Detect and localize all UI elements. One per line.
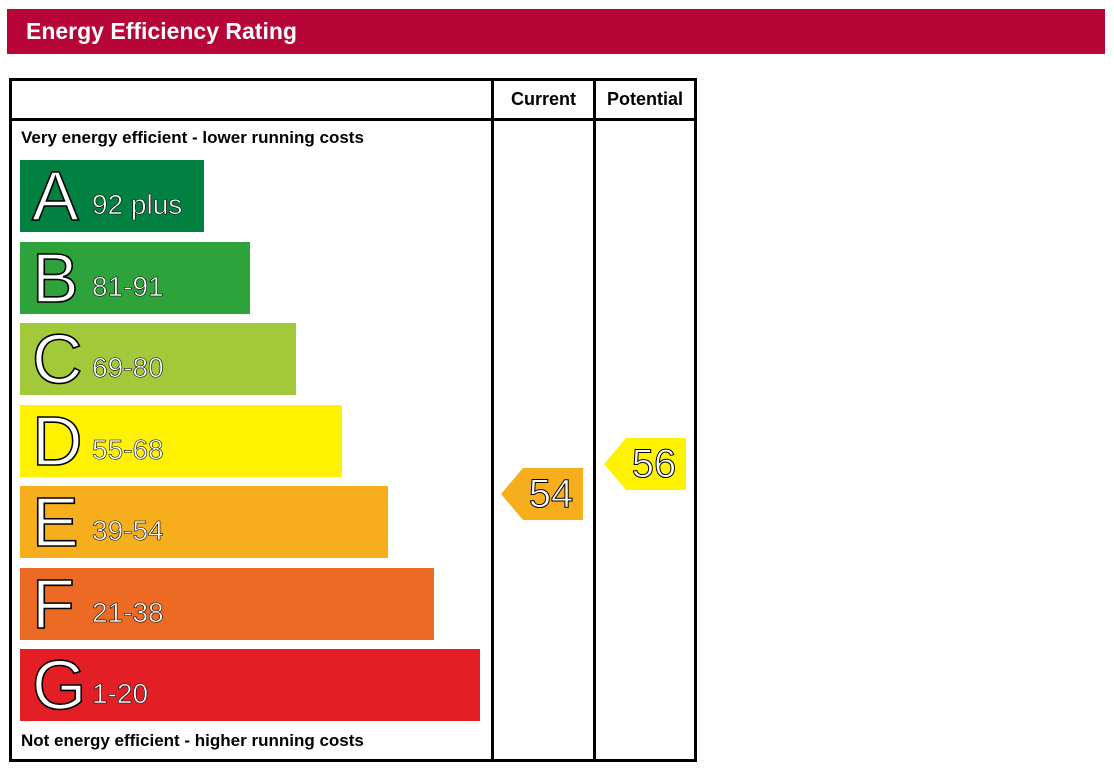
band-f: F 21-38 (20, 565, 434, 643)
band-range: 39-54 (92, 515, 164, 547)
top-caption: Very energy efficient - lower running co… (21, 128, 364, 147)
band-letter: F (31, 565, 75, 643)
column-divider-right (593, 78, 596, 762)
band-d: D 55-68 (20, 402, 342, 480)
rating-arrow-current: 54 (501, 468, 583, 520)
page-title: Energy Efficiency Rating (26, 18, 297, 44)
band-letter: D (31, 402, 83, 480)
band-range: 1-20 (92, 678, 149, 710)
title-bar: Energy Efficiency Rating (7, 9, 1105, 54)
column-header-potential: Potential (606, 89, 683, 109)
band-range: 21-38 (92, 597, 164, 629)
band-letter: A (31, 157, 79, 235)
column-divider-left (491, 78, 494, 762)
column-header-current: Current (510, 89, 576, 109)
band-e: E 39-54 (20, 483, 388, 561)
chart-frame (9, 78, 697, 762)
band-range: 55-68 (92, 434, 164, 466)
band-letter: C (31, 320, 83, 398)
rating-value-potential: 56 (631, 441, 677, 486)
header-divider (9, 118, 697, 121)
band-letter: B (31, 239, 79, 317)
band-b: B 81-91 (20, 239, 250, 317)
band-range: 69-80 (92, 352, 164, 384)
band-a: A 92 plus (20, 157, 204, 235)
band-range: 92 plus (92, 189, 183, 221)
rating-value-current: 54 (528, 471, 574, 516)
band-c: C 69-80 (20, 320, 296, 398)
bottom-caption: Not energy efficient - higher running co… (21, 731, 364, 750)
band-letter: E (31, 483, 79, 561)
band-letter: G (31, 646, 87, 724)
band-range: 81-91 (92, 271, 164, 303)
rating-arrow-potential: 56 (604, 438, 686, 490)
band-g: G 1-20 (20, 646, 480, 724)
